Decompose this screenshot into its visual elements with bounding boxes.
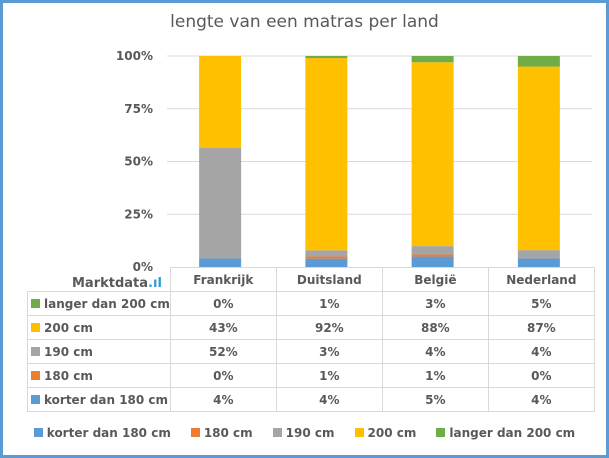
legend-key-icon [31, 370, 40, 380]
bar-segment [199, 56, 242, 148]
bar-segment [411, 246, 454, 255]
data-label: 1% [275, 291, 383, 316]
table-row: 190 cm 52% 3% 4% 4% [27, 339, 595, 364]
data-label: 88% [381, 315, 489, 340]
data-label: 52% [169, 339, 277, 364]
bar-segment [411, 62, 454, 247]
series-label: 180 cm [27, 363, 171, 388]
x-category-label: Nederland [487, 267, 595, 292]
series-label: 200 cm [27, 315, 171, 340]
legend-key-icon [31, 394, 40, 404]
data-label: 5% [381, 387, 489, 412]
table-row: langer dan 200 cm 0% 1% 3% 5% [27, 291, 595, 316]
legend-item: 200 cm [354, 426, 416, 440]
data-label: 4% [275, 387, 383, 412]
legend-item: korter dan 180 cm [33, 426, 171, 440]
legend-key-icon [190, 428, 200, 437]
legend: korter dan 180 cm 180 cm 190 cm 200 cm lange… [0, 426, 609, 440]
x-category-label: Duitsland [275, 267, 383, 292]
bar-segment [199, 147, 242, 259]
bar-segment [305, 250, 348, 257]
legend-key-icon [33, 428, 43, 437]
bar-segment [411, 256, 454, 267]
bar-segment [305, 58, 348, 251]
y-tick-label: 75% [124, 102, 153, 116]
series-label: langer dan 200 cm [27, 291, 171, 316]
data-label: 5% [487, 291, 595, 316]
legend-key-icon [31, 322, 40, 332]
data-table: Frankrijk Duitsland België Nederland langer … [27, 267, 595, 412]
x-category-label: Frankrijk [169, 267, 277, 292]
bar-segment [305, 258, 348, 267]
data-label: 0% [169, 363, 277, 388]
data-label: 3% [381, 291, 489, 316]
data-label: 4% [381, 339, 489, 364]
y-tick-label: 50% [124, 155, 153, 169]
bar-segment [517, 56, 560, 67]
bar-segment [305, 56, 348, 59]
legend-item: langer dan 200 cm [436, 426, 575, 440]
bar-segment [517, 258, 560, 267]
table-corner [27, 267, 171, 292]
data-label: 0% [487, 363, 595, 388]
bar-segment [411, 254, 454, 257]
data-label: 0% [169, 291, 277, 316]
x-category-label: België [381, 267, 489, 292]
data-label: 3% [275, 339, 383, 364]
legend-key-icon [354, 428, 364, 437]
y-tick-label: 25% [124, 207, 153, 221]
bar-segment [517, 250, 560, 259]
legend-key-icon [272, 428, 282, 437]
bar-segment [517, 66, 560, 251]
bar-segment [411, 56, 454, 63]
chart-title: lengte van een matras per land [170, 12, 439, 32]
legend-item: 180 cm [190, 426, 253, 440]
table-row: 180 cm 0% 1% 1% 0% [27, 363, 595, 388]
table-row: korter dan 180 cm 4% 4% 5% 4% [27, 387, 595, 412]
data-label: 1% [381, 363, 489, 388]
y-tick-label: 100% [116, 49, 153, 63]
series-label: 190 cm [27, 339, 171, 364]
legend-key-icon [31, 346, 40, 356]
bar-segment [305, 256, 348, 259]
series-label: korter dan 180 cm [27, 387, 171, 412]
bar-segment [199, 258, 242, 267]
legend-item: 190 cm [272, 426, 335, 440]
data-label: 4% [487, 387, 595, 412]
legend-key-icon [31, 298, 40, 308]
data-label: 43% [169, 315, 277, 340]
legend-key-icon [436, 428, 446, 437]
data-label: 4% [487, 339, 595, 364]
data-label: 87% [487, 315, 595, 340]
data-label: 92% [275, 315, 383, 340]
data-label: 1% [275, 363, 383, 388]
table-row: 200 cm 43% 92% 88% 87% [27, 315, 595, 340]
data-label: 4% [169, 387, 277, 412]
